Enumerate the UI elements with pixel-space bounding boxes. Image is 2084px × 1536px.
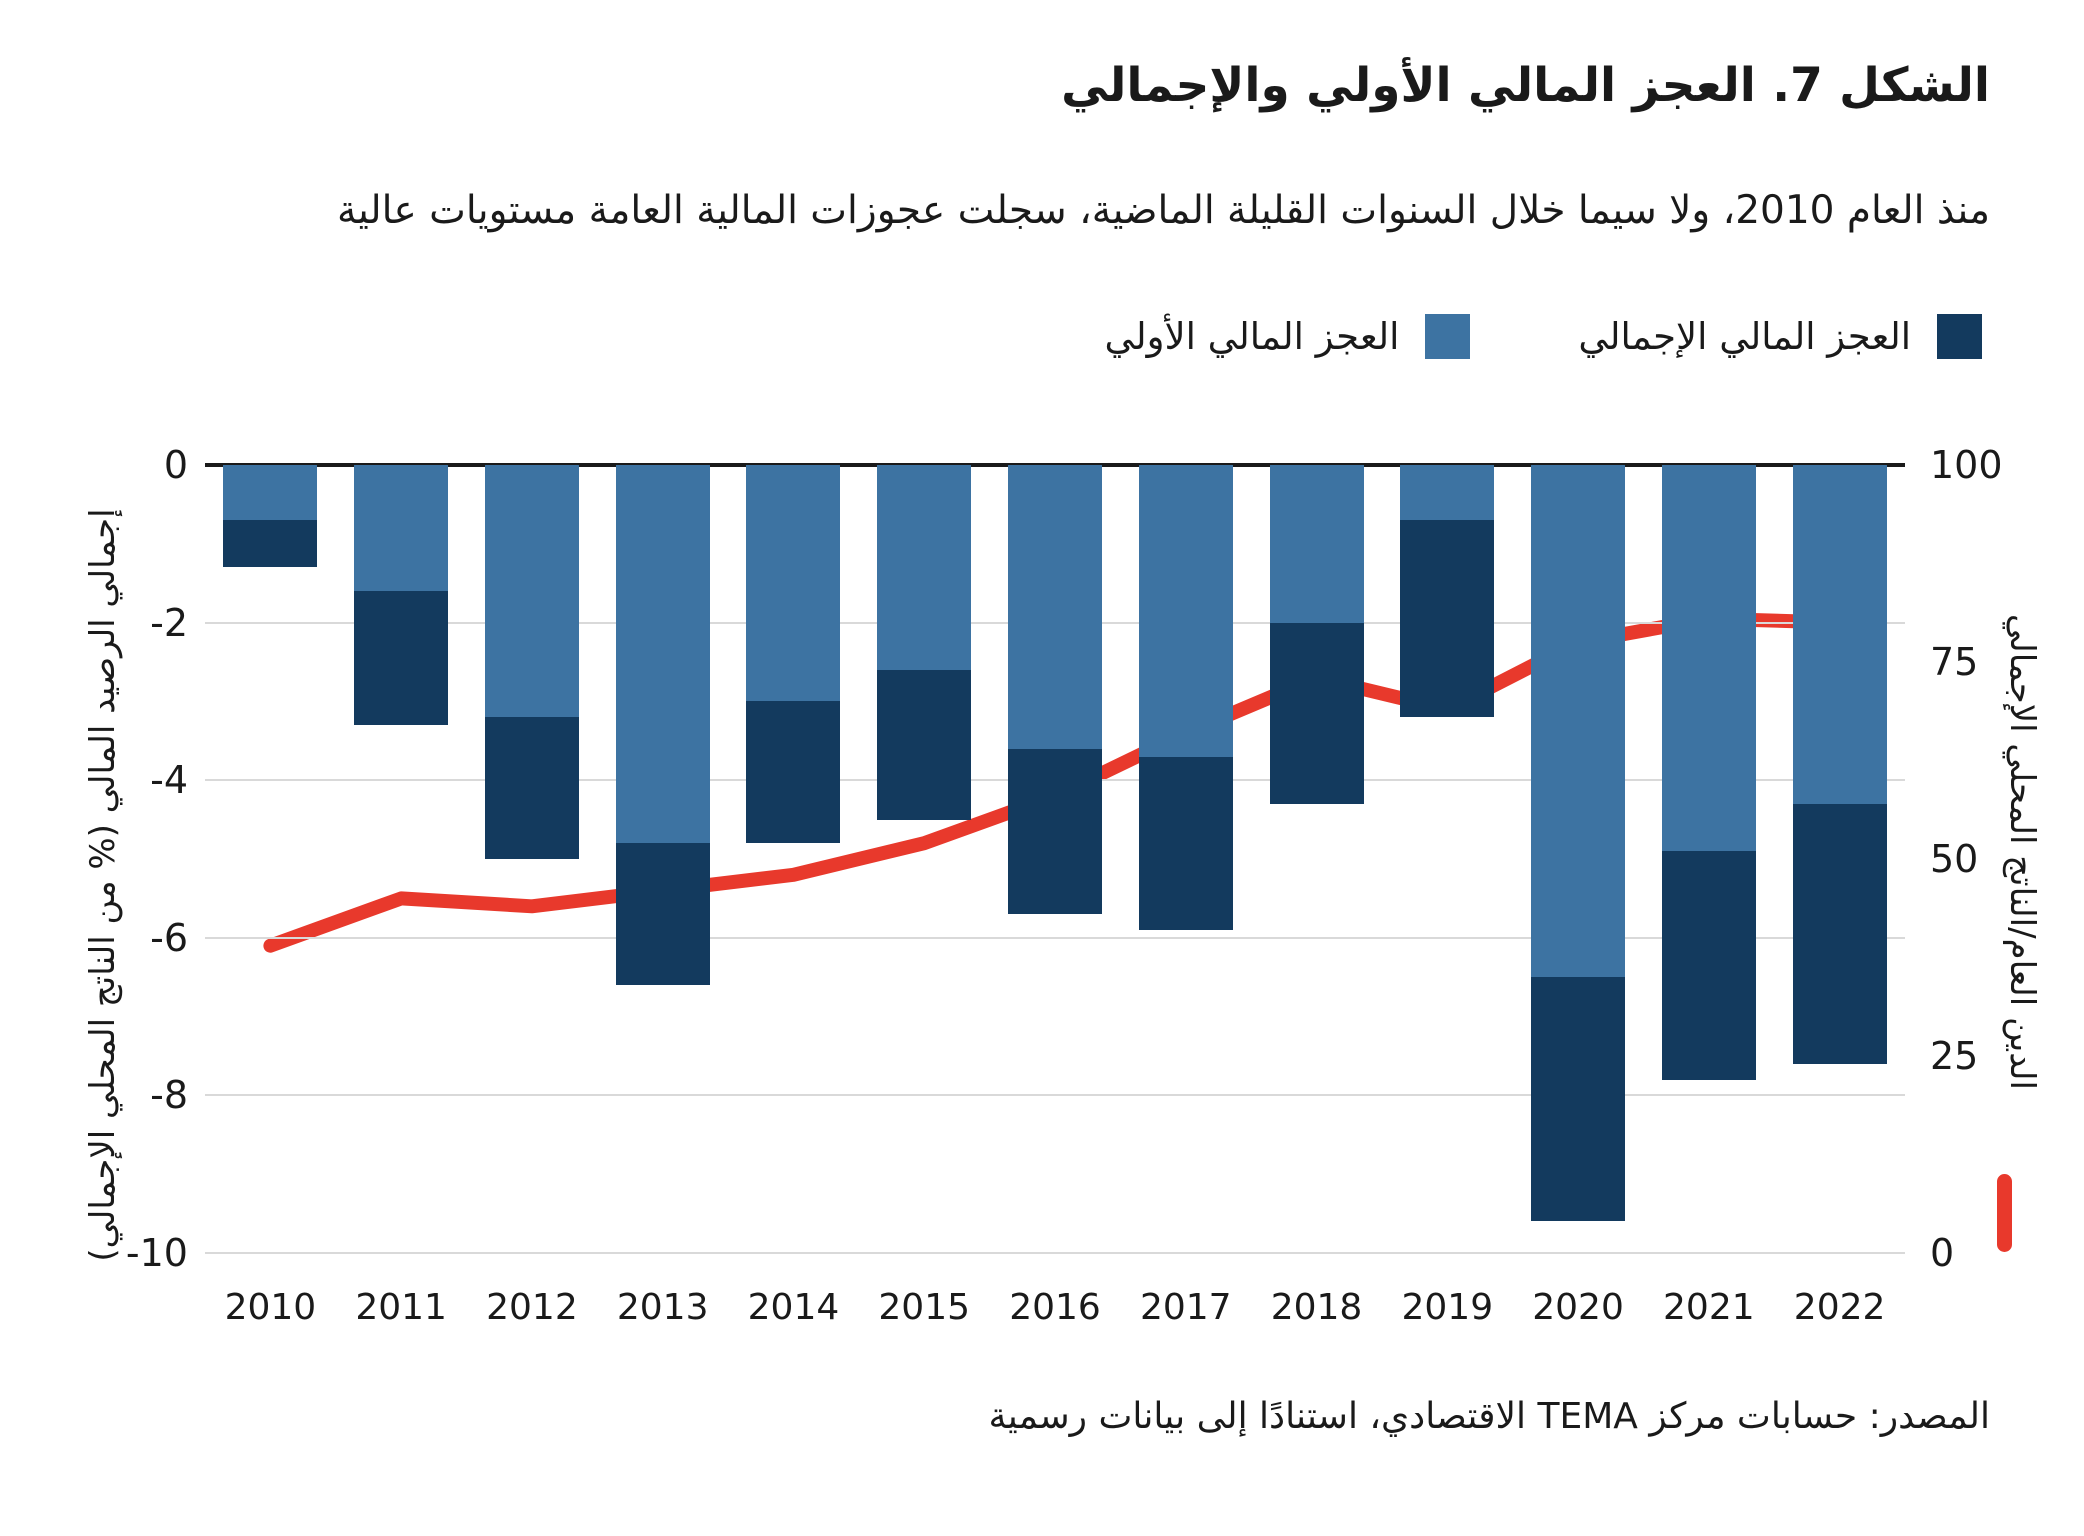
x-label-2022: 2022 <box>1793 1287 1886 1328</box>
bar-overall-2022 <box>1792 803 1887 1064</box>
x-label-2018: 2018 <box>1270 1287 1363 1328</box>
bar-overall-2013 <box>615 843 710 986</box>
x-label-2016: 2016 <box>1009 1287 1101 1328</box>
bar-overall-2018 <box>1269 622 1364 804</box>
bar-primary-2021 <box>1661 465 1756 852</box>
bar-primary-2010 <box>223 465 318 521</box>
bar-primary-2022 <box>1792 465 1887 804</box>
bar-primary-2011 <box>354 465 449 592</box>
right-tick-25: 25 <box>1930 1034 1979 1078</box>
right-tick-50: 50 <box>1930 837 1979 881</box>
bar-primary-2015 <box>877 465 972 670</box>
chart-subtitle: منذ العام 2010، ولا سيما خلال السنوات ال… <box>337 188 1990 233</box>
left-tick--8: -8 <box>150 1073 188 1118</box>
right-tick-100: 100 <box>1930 443 2003 487</box>
bar-overall-2010 <box>223 520 318 568</box>
bar-overall-2012 <box>484 717 579 859</box>
bar-primary-2019 <box>1400 465 1495 521</box>
gridline--6 <box>205 936 1905 939</box>
primary-deficit-swatch-icon <box>1425 314 1471 359</box>
bar-overall-2020 <box>1531 977 1626 1222</box>
legend-item-primary-deficit: العجز المالي الأولي <box>1104 314 1471 359</box>
legend-label-primary: العجز المالي الأولي <box>1104 315 1400 358</box>
x-label-2014: 2014 <box>747 1287 840 1328</box>
bar-overall-2017 <box>1138 756 1233 930</box>
bar-overall-2016 <box>1008 748 1102 915</box>
x-label-2010: 2010 <box>224 1287 317 1328</box>
gridline--10 <box>205 1252 1905 1254</box>
left-tick--2: -2 <box>150 600 188 645</box>
left-tick--10: -10 <box>125 1231 188 1275</box>
left-tick--4: -4 <box>150 758 188 803</box>
chart-legend: العجز المالي الإجمالي العجز المالي الأول… <box>1104 314 1982 359</box>
x-label-2015: 2015 <box>878 1287 971 1328</box>
bar-overall-2011 <box>354 591 449 726</box>
x-label-2012: 2012 <box>486 1287 578 1328</box>
bar-primary-2020 <box>1531 465 1626 978</box>
bar-overall-2021 <box>1661 851 1756 1080</box>
x-label-2019: 2019 <box>1401 1287 1494 1328</box>
x-label-2021: 2021 <box>1663 1287 1755 1328</box>
x-label-2017: 2017 <box>1139 1287 1232 1328</box>
gridline--8 <box>205 1094 1905 1097</box>
x-label-2011: 2011 <box>355 1287 447 1328</box>
bar-overall-2015 <box>877 669 972 820</box>
right-tick-75: 75 <box>1930 640 1979 684</box>
bar-primary-2012 <box>484 465 579 718</box>
bar-primary-2014 <box>746 465 841 702</box>
right-tick-0: 0 <box>1930 1231 1955 1275</box>
left-tick--6: -6 <box>150 915 188 960</box>
bar-primary-2013 <box>615 465 710 844</box>
bar-overall-2019 <box>1400 520 1495 718</box>
x-label-2013: 2013 <box>616 1287 709 1328</box>
page-title: الشكل 7. العجز المالي الأولي والإجمالي <box>1061 58 1990 113</box>
x-label-2020: 2020 <box>1532 1287 1624 1328</box>
right-axis-title: الدين العام/الناتج المحلي الإجمالي <box>2002 614 2042 1090</box>
bar-overall-2014 <box>746 701 841 844</box>
bar-primary-2017 <box>1138 465 1233 757</box>
legend-item-overall-deficit: العجز المالي الإجمالي <box>1578 314 1982 359</box>
source-note: المصدر: حسابات مركز TEMA الاقتصادي، استن… <box>988 1396 1990 1437</box>
overall-deficit-swatch-icon <box>1937 314 1982 359</box>
left-tick-0: 0 <box>163 443 188 487</box>
debt-line-legend-dash-icon <box>1997 1174 2012 1252</box>
bar-primary-2018 <box>1269 465 1364 623</box>
legend-label-overall: العجز المالي الإجمالي <box>1578 315 1911 358</box>
bar-primary-2016 <box>1008 465 1102 749</box>
left-axis-title: إجمالي الرصيد المالي (% من الناتج المحلي… <box>83 508 123 1262</box>
